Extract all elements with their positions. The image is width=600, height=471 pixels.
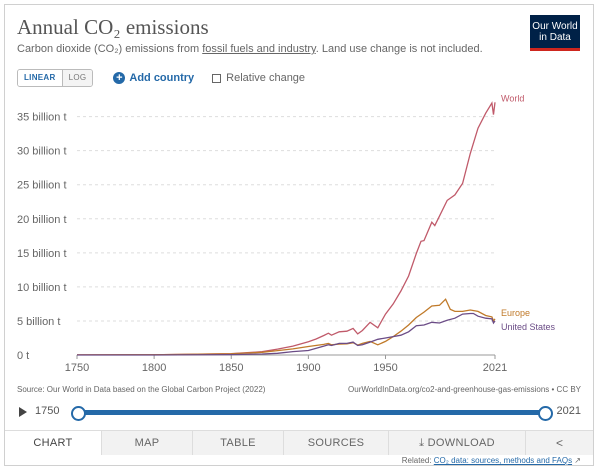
related-link[interactable]: CO₂ data: sources, methods and FAQs [433, 456, 573, 465]
y-tick-label: 0 t [17, 350, 29, 362]
chart-title: Annual CO₂ emissions [17, 15, 209, 39]
related-prefix: Related: [401, 456, 434, 465]
share-icon[interactable]: < [555, 436, 563, 450]
subtitle-link[interactable]: fossil fuels and industry [202, 43, 316, 55]
log-scale-button[interactable]: LOG [62, 70, 93, 86]
relative-change-checkbox[interactable]: Relative change [212, 72, 305, 84]
series-label: World [501, 93, 524, 103]
download-label: DOWNLOAD [427, 437, 495, 449]
y-tick-label: 35 billion t [17, 112, 67, 124]
logo-line-2: in Data [539, 32, 571, 43]
chart-subtitle: Carbon dioxide (CO₂) emissions from foss… [17, 43, 483, 55]
timeline-slider[interactable] [71, 406, 553, 421]
x-tick-label: 1750 [65, 362, 89, 374]
add-country-label: Add country [129, 72, 195, 84]
tab-sources[interactable]: SOURCES [284, 431, 389, 455]
x-tick-label: 1850 [219, 362, 243, 374]
line-chart: 0 t 5 billion t 10 billion t 15 billion t 20… [17, 93, 556, 374]
subtitle-text-end: . Land use change is not included. [315, 43, 483, 55]
linear-scale-button[interactable]: LINEAR [18, 70, 63, 86]
download-icon: ⤓ [419, 437, 428, 449]
timeline: 1750 2021 [17, 403, 583, 421]
related-links: Related: CO₂ data: sources, methods and … [402, 456, 581, 465]
x-tick-label: 1950 [373, 362, 397, 374]
timeline-start-handle[interactable] [71, 406, 86, 421]
subtitle-text: Carbon dioxide (CO₂) emissions from [17, 43, 203, 55]
source-note: Source: Our World in Data based on the G… [17, 385, 266, 394]
external-link-icon: ↗ [574, 456, 581, 465]
tab-map[interactable]: MAP [102, 431, 193, 455]
y-tick-label: 20 billion t [17, 214, 67, 226]
series-label: Europe [501, 308, 530, 318]
timeline-end-label: 2021 [556, 405, 581, 417]
tab-chart[interactable]: CHART [5, 431, 102, 455]
series-label: United States [501, 322, 556, 332]
tab-download[interactable]: ⤓ DOWNLOAD [389, 431, 526, 455]
logo-line-1: Our World [532, 21, 578, 32]
scale-toggle: LINEAR LOG [17, 69, 94, 87]
chart-card: Annual CO₂ emissions Carbon dioxide (CO₂… [4, 4, 594, 466]
y-tick-label: 30 billion t [17, 146, 67, 158]
y-tick-label: 5 billion t [17, 316, 60, 328]
timeline-start-label: 1750 [35, 405, 60, 417]
play-icon[interactable] [19, 407, 27, 417]
series-line [76, 298, 496, 356]
y-tick-label: 15 billion t [17, 248, 67, 260]
owid-logo[interactable]: Our World in Data [530, 15, 580, 51]
x-tick-label: 2021 [483, 362, 507, 374]
source-url[interactable]: OurWorldInData.org/co2-and-greenhouse-ga… [348, 385, 581, 394]
tab-table[interactable]: TABLE [193, 431, 284, 455]
chart-controls: LINEAR LOG + Add country Relative change [17, 69, 305, 87]
series-line [77, 312, 496, 356]
x-tick-label: 1800 [142, 362, 166, 374]
y-tick-label: 25 billion t [17, 180, 67, 192]
series-line [76, 101, 496, 356]
checkbox-icon [212, 73, 222, 83]
relative-change-label: Relative change [226, 72, 306, 84]
timeline-end-handle[interactable] [538, 406, 553, 421]
y-tick-label: 10 billion t [17, 282, 67, 294]
tab-bar: CHART MAP TABLE SOURCES ⤓ DOWNLOAD < [5, 430, 593, 455]
x-tick-label: 1900 [296, 362, 320, 374]
add-country-button[interactable]: + Add country [113, 72, 194, 84]
plus-icon: + [113, 72, 126, 84]
